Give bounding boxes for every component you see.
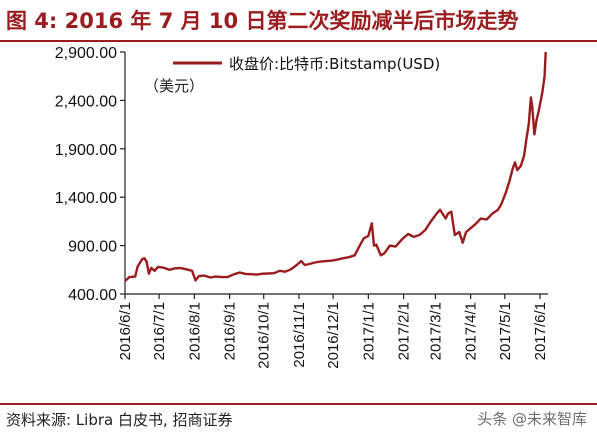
source-divider: [0, 403, 597, 405]
series-layer: [124, 51, 547, 282]
x-tick-label: 2017/2/1: [396, 302, 413, 360]
figure-title: 图 4: 2016 年 7 月 10 日第二次奖励减半后市场走势: [6, 9, 519, 33]
x-tick-label: 2017/1/1: [360, 302, 377, 360]
x-tick-label: 2017/5/1: [497, 302, 514, 360]
y-tick-label: 2,900.00: [55, 45, 117, 62]
x-tick-label: 2017/4/1: [463, 302, 480, 360]
series-line-bitcoin-close: [124, 51, 547, 282]
x-tick-label: 2017/3/1: [427, 302, 444, 360]
y-tick-label: 900.00: [68, 239, 117, 256]
watermark: 头条 @未来智库: [477, 410, 587, 428]
legend: 收盘价:比特币:Bitstamp(USD): [173, 55, 440, 73]
x-tick-label: 2017/6/1: [532, 302, 549, 360]
y-tick-label: 400.00: [68, 287, 117, 304]
y-tick-label: 2,400.00: [55, 93, 117, 110]
y-tick-label: 1,400.00: [55, 190, 117, 207]
source-note: 资料来源: Libra 白皮书, 招商证券: [6, 411, 233, 429]
x-tick-label: 2016/12/1: [325, 302, 342, 369]
x-tick-label: 2016/9/1: [222, 302, 239, 360]
y-axis: 400.00 900.00 1,400.00 1,900.00 2,400.00 2,90…: [55, 45, 126, 304]
unit-label: （美元）: [144, 77, 205, 95]
y-tick-label: 1,900.00: [55, 142, 117, 159]
title-divider: [0, 40, 597, 42]
x-tick-label: 2016/7/1: [151, 302, 168, 360]
x-tick-label: 2016/8/1: [186, 302, 203, 360]
x-tick-label: 2016/10/1: [256, 302, 273, 369]
x-tick-label: 2016/11/1: [291, 302, 308, 368]
x-tick-label: 2016/6/1: [117, 302, 134, 360]
legend-label: 收盘价:比特币:Bitstamp(USD): [229, 55, 440, 73]
x-axis: 2016/6/1 2016/7/1 2016/8/1 2016/9/1 2016/10/…: [117, 293, 549, 369]
